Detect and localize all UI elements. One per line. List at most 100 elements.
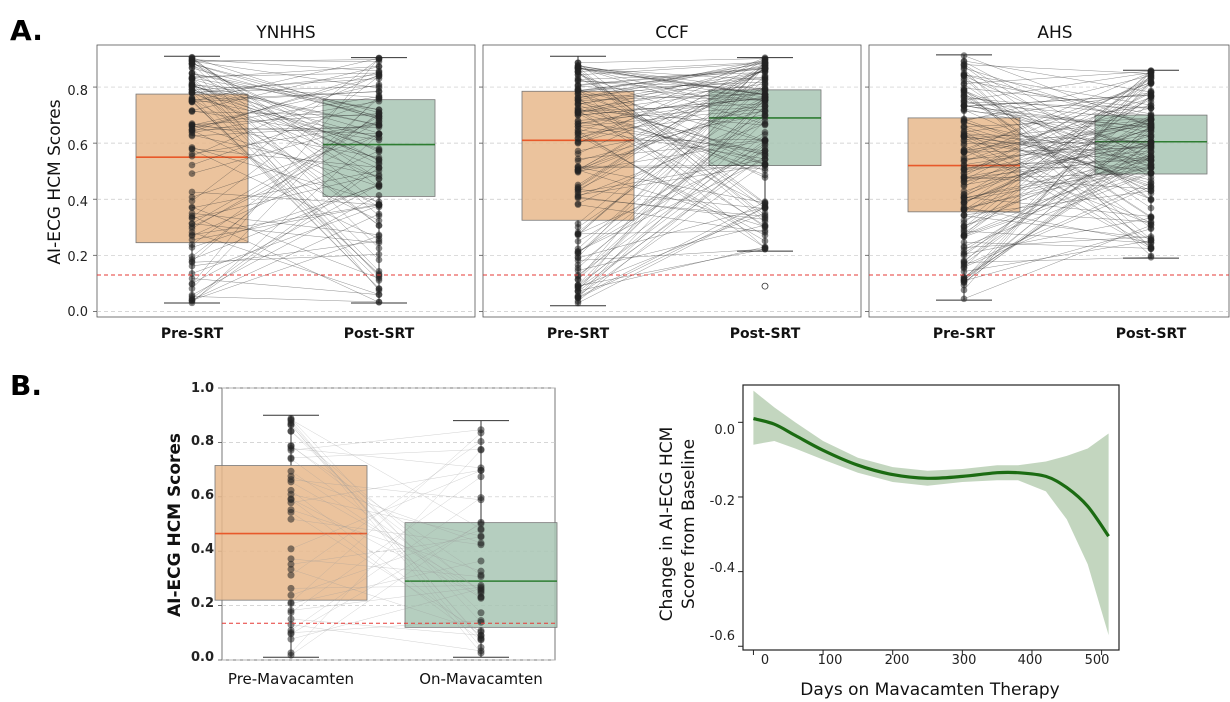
ccf-pair-line — [577, 189, 766, 209]
ynhhs-pair-line — [191, 73, 380, 117]
ccf-pair-line — [577, 107, 766, 171]
ynhhs-pair-line — [191, 78, 380, 91]
ynhhs-data-point — [188, 170, 196, 177]
ccf-pair-line — [577, 96, 766, 125]
ynhhs-pair-line — [191, 111, 380, 117]
ahs-pair-line — [963, 83, 1152, 216]
ahs-pair-line — [963, 230, 1152, 244]
mava-pair-line — [290, 518, 482, 545]
ccf-pair-line — [577, 71, 766, 216]
ccf-data-point — [761, 237, 769, 245]
ynhhs-data-point — [375, 210, 383, 218]
ahs-data-point — [960, 219, 968, 227]
ynhhs-pair-line — [191, 98, 380, 166]
ynhhs-data-point — [375, 237, 383, 245]
ahs-data-point — [960, 281, 968, 289]
mava-pair-line — [290, 499, 482, 641]
ynhhs-pair-line — [191, 232, 380, 295]
mava-pair-line — [290, 424, 482, 639]
ahs-pair-line — [963, 124, 1152, 153]
ahs-pair-line — [963, 146, 1152, 283]
ahs-pair-line — [963, 147, 1152, 153]
ccf-pair-line — [577, 197, 766, 217]
ynhhs-pair-line — [191, 86, 380, 126]
ynhhs-data-point — [375, 122, 383, 129]
ahs-pair-line — [963, 156, 1152, 179]
ynhhs-pair-line — [191, 162, 380, 299]
ahs-pair-line — [963, 225, 1152, 300]
ahs-pair-line — [963, 122, 1152, 165]
ahs-pair-line — [963, 144, 1152, 249]
ahs-pair-line — [963, 137, 1152, 247]
ynhhs-pair-line — [191, 59, 380, 72]
mava-y-axis-title: AI-ECG HCM Scores — [165, 433, 185, 617]
ahs-data-point — [960, 70, 968, 77]
ccf-data-point — [574, 168, 582, 175]
ynhhs-title: YNHHS — [255, 23, 315, 43]
mava-data-point — [477, 573, 485, 581]
ynhhs-pair-line — [191, 170, 380, 209]
ahs-data-point — [1147, 164, 1155, 172]
mava-data-point — [477, 557, 485, 565]
ynhhs-data-point — [188, 70, 196, 77]
ccf-pair-line — [577, 91, 766, 143]
ahs-pair-line — [963, 92, 1152, 120]
trend-y-axis-title-line2: Score from Baseline — [679, 439, 699, 609]
ahs-data-point — [960, 199, 968, 206]
ynhhs-pair-line — [191, 83, 380, 126]
ahs-pair-line — [963, 64, 1152, 178]
ccf-data-point — [761, 59, 769, 66]
ynhhs-data-point — [188, 209, 196, 217]
ynhhs-ytick: 0.2 — [67, 250, 88, 265]
mava-pair-line — [290, 446, 482, 576]
ahs-pair-line — [963, 98, 1152, 197]
ccf-data-point — [574, 237, 582, 245]
trend-plot — [738, 390, 1110, 655]
ahs-x-label-pre: Pre-SRT — [933, 326, 996, 342]
ahs-pair-line — [963, 173, 1152, 247]
ahs-data-point — [960, 233, 968, 241]
ahs-data-point — [1147, 121, 1155, 129]
mava-data-point — [287, 591, 295, 599]
ynhhs-pair-line — [191, 84, 380, 126]
ynhhs-pair-line — [191, 91, 380, 101]
mava-data-point — [287, 571, 295, 579]
ccf-pair-line — [577, 60, 766, 99]
ccf-pair-line — [577, 248, 766, 287]
mava-pair-line — [290, 585, 482, 589]
ynhhs-pair-line — [191, 71, 380, 132]
ccf-pair-line — [577, 129, 766, 160]
ahs-pair-line — [963, 116, 1152, 233]
ahs-pair-line — [963, 164, 1152, 227]
ahs-data-point — [960, 86, 968, 94]
ahs-data-point — [960, 92, 968, 99]
mava-x-label-on: On-Mavacamten — [419, 670, 543, 688]
ahs-data-point — [960, 132, 968, 140]
ahs-pair-line — [963, 104, 1152, 146]
ccf-pair-line — [577, 110, 766, 135]
panel-ynhhs: YNHHS 0.0 0.2 0.4 0.6 0.8 AI-ECG HCM Sco… — [45, 23, 476, 342]
ynhhs-data-point — [188, 188, 196, 196]
mava-pair-line — [290, 529, 482, 596]
ahs-pair-line — [963, 236, 1152, 248]
ccf-data-point — [574, 74, 582, 82]
ccf-data-point — [761, 160, 769, 168]
mava-pair-line — [290, 569, 482, 632]
ynhhs-data-point — [375, 136, 383, 144]
ahs-data-point — [960, 164, 968, 171]
ahs-data-point — [1147, 236, 1155, 244]
ahs-data-point — [1147, 112, 1155, 119]
ccf-pair-line — [577, 58, 766, 64]
ynhhs-data-point — [188, 275, 196, 282]
ahs-pair-line — [963, 135, 1152, 166]
mava-data-point — [477, 520, 485, 528]
ccf-data-point — [574, 157, 582, 165]
ynhhs-data-point — [188, 241, 196, 248]
ynhhs-ytick: 0.4 — [67, 195, 88, 210]
ccf-data-point — [574, 150, 582, 158]
ccf-pair-line — [577, 155, 766, 289]
ccf-data-point — [574, 130, 582, 138]
ahs-data-point — [1147, 252, 1155, 260]
mava-plot — [214, 387, 558, 661]
mava-data-point — [287, 545, 295, 553]
